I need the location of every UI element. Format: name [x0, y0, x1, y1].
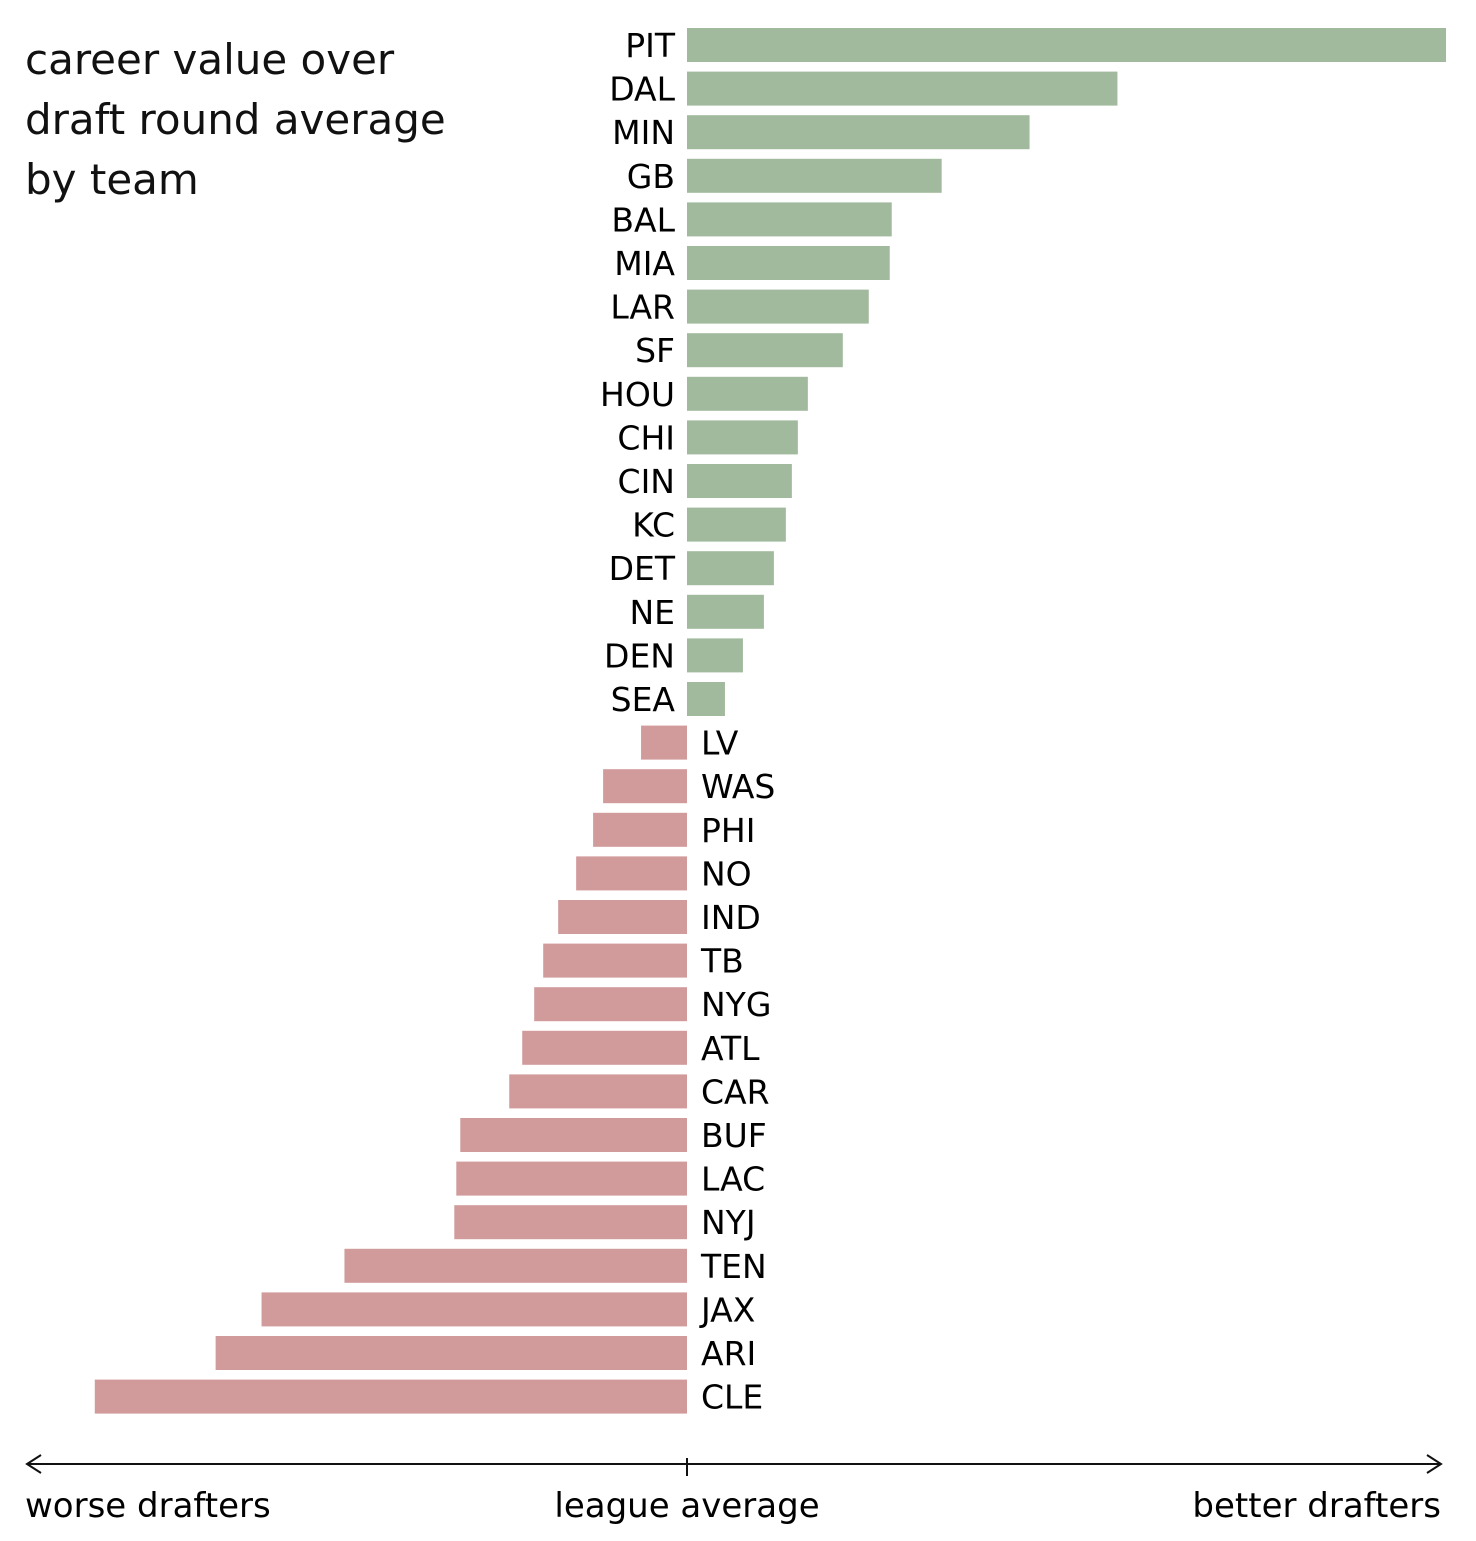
team-label-dal: DAL [609, 70, 675, 109]
team-label-chi: CHI [617, 418, 675, 457]
bar-cle [94, 1379, 687, 1414]
bar-sf [687, 333, 843, 368]
bar-hou [687, 376, 808, 411]
bar-atl [522, 1030, 687, 1065]
bar-no [576, 856, 687, 891]
team-label-phi: PHI [701, 811, 755, 850]
bar-ten [344, 1248, 687, 1283]
team-label-min: MIN [612, 113, 675, 152]
team-label-lv: LV [701, 724, 739, 763]
axis-label-worse: worse drafters [25, 1486, 271, 1526]
team-label-was: WAS [701, 767, 775, 806]
bar-gb [687, 158, 942, 193]
bar-buf [460, 1118, 687, 1152]
bar-pit [687, 28, 1446, 62]
team-label-ari: ARI [701, 1334, 756, 1373]
bar-mia [687, 246, 890, 280]
bar-jax [261, 1292, 687, 1327]
bar-bal [687, 202, 892, 237]
bar-phi [593, 812, 687, 847]
bar-nyg [534, 987, 687, 1022]
team-label-lac: LAC [701, 1160, 765, 1199]
bar-ind [558, 900, 687, 934]
arrow-right-icon [1426, 1454, 1443, 1474]
team-label-lar: LAR [610, 288, 675, 327]
chart-title: career value over draft round average by… [25, 30, 446, 210]
team-label-jax: JAX [699, 1290, 755, 1329]
bar-den [687, 638, 743, 673]
bar-tb [543, 943, 687, 978]
bar-nyj [454, 1205, 687, 1240]
team-label-bal: BAL [611, 200, 675, 239]
team-label-car: CAR [701, 1072, 770, 1111]
chart-title-line-3: by team [25, 155, 199, 204]
team-label-no: NO [701, 854, 752, 893]
team-label-mia: MIA [614, 244, 675, 283]
team-label-ind: IND [701, 898, 761, 937]
axis-label-league-average: league average [554, 1486, 819, 1526]
chart-title-line-1: career value over [25, 35, 395, 84]
bar-car [509, 1074, 687, 1109]
team-labels-group: PIT DAL MIN GB BAL MIA LAR SF HOU CHI CIN KC DET NE DE… [600, 26, 775, 1417]
bar-lar [687, 289, 869, 324]
team-label-tb: TB [700, 942, 744, 981]
team-label-det: DET [609, 549, 676, 588]
bars-group [94, 28, 1446, 1414]
bar-min [687, 115, 1030, 150]
team-label-nyj: NYJ [701, 1203, 756, 1242]
team-label-gb: GB [627, 157, 675, 196]
team-label-buf: BUF [701, 1116, 767, 1155]
team-label-pit: PIT [625, 26, 676, 65]
bar-cin [687, 464, 792, 498]
team-label-cin: CIN [618, 462, 675, 501]
arrow-left-icon [25, 1454, 42, 1474]
team-label-hou: HOU [600, 375, 675, 414]
team-label-kc: KC [632, 506, 675, 545]
bar-lac [456, 1161, 687, 1196]
bar-dal [687, 71, 1118, 106]
chart-title-line-2: draft round average [25, 95, 446, 144]
bar-sea [687, 682, 725, 716]
team-label-atl: ATL [701, 1029, 760, 1068]
team-label-sea: SEA [611, 680, 676, 719]
bar-was [603, 769, 687, 804]
team-label-ten: TEN [700, 1247, 767, 1286]
team-label-cle: CLE [701, 1378, 763, 1417]
team-label-ne: NE [629, 593, 675, 632]
team-label-den: DEN [604, 636, 675, 675]
axis-group: worse drafters league average better dra… [25, 1454, 1443, 1526]
bar-kc [687, 507, 786, 542]
bar-lv [641, 725, 687, 760]
bar-ne [687, 594, 764, 629]
bar-ari [215, 1336, 688, 1370]
bar-det [687, 551, 774, 586]
axis-label-better: better drafters [1192, 1486, 1441, 1526]
team-label-sf: SF [635, 331, 675, 370]
team-label-nyg: NYG [701, 985, 771, 1024]
bar-chi [687, 420, 798, 455]
